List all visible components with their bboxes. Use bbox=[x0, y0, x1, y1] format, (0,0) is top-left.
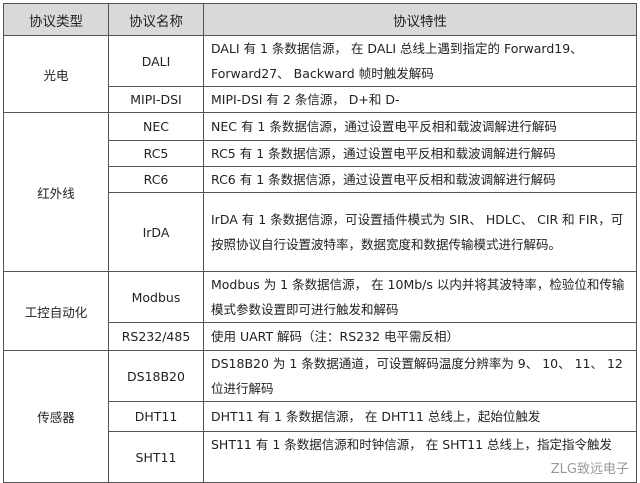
protocol-name: DALI bbox=[108, 35, 204, 87]
protocol-type: 红外线 bbox=[3, 112, 109, 272]
protocol-name: IrDA bbox=[108, 192, 204, 272]
protocol-feature-cell: DS18B20 为 1 条数据通道，可设置解码温度分辨率为 9、 10、 11、… bbox=[203, 350, 637, 402]
table-row: 红外线 NEC NEC 有 1 条数据信源，通过设置电平反相和载波调解进行解码 bbox=[3, 112, 637, 272]
protocol-feature: RC6 有 1 条数据信源，通过设置电平反相和载波调解进行解码 bbox=[211, 172, 556, 187]
protocol-name: DS18B20 bbox=[108, 350, 204, 402]
watermark: ZLG致远电子 bbox=[550, 462, 629, 477]
protocol-type: 工控自动化 bbox=[3, 271, 109, 351]
protocol-feature: NEC 有 1 条数据信源，通过设置电平反相和载波调解进行解码 bbox=[211, 119, 557, 134]
protocol-name: RC6 bbox=[108, 166, 204, 193]
table-row: RC5 RC5 有 1 条数据信源，通过设置电平反相和载波调解进行解码 bbox=[4, 140, 637, 167]
protocol-feature-cell: MIPI-DSI 有 2 条信源， D+和 D- bbox=[203, 86, 637, 113]
table-row: 工控自动化 Modbus Modbus 为 1 条数据信源， 在 10Mb/s 以内… bbox=[3, 271, 637, 351]
protocol-feature: Modbus 为 1 条数据信源， 在 10Mb/s 以内并将其波特率，检验位和… bbox=[211, 277, 625, 317]
protocol-name: RC5 bbox=[108, 140, 204, 167]
protocol-feature-cell: DHT11 有 1 条数据信源， 在 DHT11 总线上，起始位触发 bbox=[203, 401, 637, 432]
table-row: 光电 DALI DALI 有 1 条数据信源， 在 DALI 总线上遇到指定的 Fo… bbox=[3, 35, 637, 113]
header-row: 协议类型 协议名称 协议特性 bbox=[3, 3, 637, 36]
protocol-feature: RC5 有 1 条数据信源，通过设置电平反相和载波调解进行解码 bbox=[211, 146, 556, 161]
protocol-type: 传感器 bbox=[3, 350, 109, 483]
protocol-feature: DS18B20 为 1 条数据通道，可设置解码温度分辨率为 9、 10、 11、… bbox=[211, 356, 623, 396]
protocol-feature: MIPI-DSI 有 2 条信源， D+和 D- bbox=[211, 92, 400, 107]
protocol-feature: 使用 UART 解码（注：RS232 电平需反相） bbox=[211, 329, 460, 344]
protocol-feature-cell: SHT11 有 1 条数据信源和时钟信源， 在 SHT11 总线上，指定指令触发… bbox=[203, 431, 637, 483]
header-feature: 协议特性 bbox=[203, 3, 637, 36]
protocol-name: NEC bbox=[108, 112, 204, 141]
protocol-feature: DALI 有 1 条数据信源， 在 DALI 总线上遇到指定的 Forward1… bbox=[211, 41, 583, 81]
protocol-feature-cell: IrDA 有 1 条数据信源，可设置插件模式为 SIR、 HDLC、 CIR 和… bbox=[203, 192, 637, 272]
protocol-name: MIPI-DSI bbox=[108, 86, 204, 113]
protocol-feature-cell: RC5 有 1 条数据信源，通过设置电平反相和载波调解进行解码 bbox=[203, 140, 637, 167]
protocol-feature-cell: NEC 有 1 条数据信源，通过设置电平反相和载波调解进行解码 bbox=[203, 112, 637, 141]
table-row: RC6 RC6 有 1 条数据信源，通过设置电平反相和载波调解进行解码 bbox=[4, 166, 637, 193]
header-type: 协议类型 bbox=[3, 3, 109, 36]
protocol-name: Modbus bbox=[108, 271, 204, 323]
protocol-name: RS232/485 bbox=[108, 322, 204, 351]
protocol-feature-cell: DALI 有 1 条数据信源， 在 DALI 总线上遇到指定的 Forward1… bbox=[203, 35, 637, 87]
protocol-feature: DHT11 有 1 条数据信源， 在 DHT11 总线上，起始位触发 bbox=[211, 409, 541, 424]
protocol-name: SHT11 bbox=[108, 431, 204, 483]
header-name: 协议名称 bbox=[108, 3, 204, 36]
protocol-feature-cell: Modbus 为 1 条数据信源， 在 10Mb/s 以内并将其波特率，检验位和… bbox=[203, 271, 637, 323]
table-row: 传感器 DS18B20 DS18B20 为 1 条数据通道，可设置解码温度分辨率为 … bbox=[3, 350, 637, 483]
protocol-name: DHT11 bbox=[108, 401, 204, 432]
table-row: MIPI-DSI MIPI-DSI 有 2 条信源， D+和 D- bbox=[4, 86, 637, 113]
protocol-feature: IrDA 有 1 条数据信源，可设置插件模式为 SIR、 HDLC、 CIR 和… bbox=[211, 212, 624, 252]
protocol-feature-cell: RC6 有 1 条数据信源，通过设置电平反相和载波调解进行解码 bbox=[203, 166, 637, 193]
table-row: DHT11 DHT11 有 1 条数据信源， 在 DHT11 总线上，起始位触发 bbox=[4, 401, 637, 432]
protocol-type: 光电 bbox=[3, 35, 109, 113]
protocol-feature-cell: 使用 UART 解码（注：RS232 电平需反相） bbox=[203, 322, 637, 351]
table-row: IrDA IrDA 有 1 条数据信源，可设置插件模式为 SIR、 HDLC、 C… bbox=[4, 192, 637, 272]
protocol-table: 协议类型 协议名称 协议特性 光电 DALI DALI 有 1 条数据信源， 在 D… bbox=[3, 3, 637, 483]
protocol-feature: SHT11 有 1 条数据信源和时钟信源， 在 SHT11 总线上，指定指令触发 bbox=[211, 437, 613, 452]
